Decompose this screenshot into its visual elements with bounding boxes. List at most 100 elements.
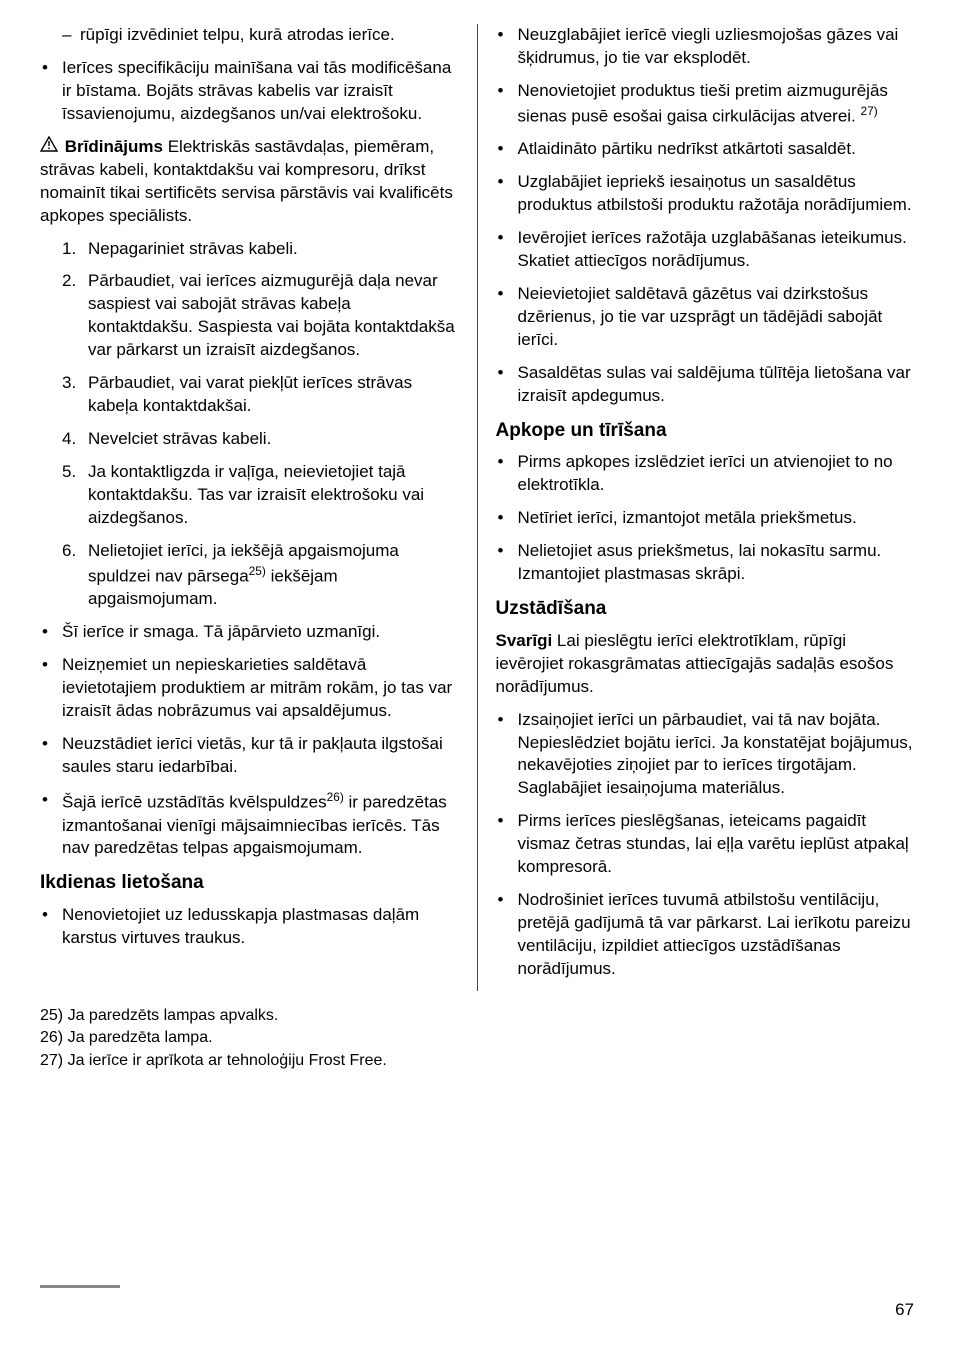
list-item: 6.Nelietojiet ierīci, ja iekšējā apgaism… <box>62 540 459 611</box>
list-text: Nelietojiet asus priekšmetus, lai nokasī… <box>518 540 915 586</box>
list-item: • Nodrošiniet ierīces tuvumā atbilstošu … <box>496 889 915 981</box>
list-text: Pārbaudiet, vai varat piekļūt ierīces st… <box>88 372 459 418</box>
list-item: 4.Nevelciet strāvas kabeli. <box>62 428 459 451</box>
list-item: • Izsaiņojiet ierīci un pārbaudiet, vai … <box>496 709 915 801</box>
list-text: Netīriet ierīci, izmantojot metāla priek… <box>518 507 915 530</box>
list-item: • Nelietojiet asus priekšmetus, lai noka… <box>496 540 915 586</box>
page-number: 67 <box>895 1299 914 1322</box>
list-item: • Netīriet ierīci, izmantojot metāla pri… <box>496 507 915 530</box>
list-item: • Ierīces specifikāciju mainīšana vai tā… <box>40 57 459 126</box>
list-text: Ierīces specifikāciju mainīšana vai tās … <box>62 57 459 126</box>
bullet-marker: • <box>496 24 518 70</box>
num-marker: 3. <box>62 372 88 418</box>
superscript: 27) <box>861 104 878 118</box>
divider <box>40 1285 120 1288</box>
list-item: • Pirms ierīces pieslēgšanas, ieteicams … <box>496 810 915 879</box>
list-text: Atlaidināto pārtiku nedrīkst atkārtoti s… <box>518 138 915 161</box>
list-text: Neievietojiet saldētavā gāzētus vai dzir… <box>518 283 915 352</box>
bullet-marker: • <box>40 654 62 723</box>
bullet-marker: • <box>496 171 518 217</box>
bullet-marker: • <box>496 810 518 879</box>
list-item: • Neizņemiet un nepieskarieties saldētav… <box>40 654 459 723</box>
list-item: • Nenovietojiet produktus tieši pretim a… <box>496 80 915 129</box>
list-text: Nelietojiet ierīci, ja iekšējā apgaismo­… <box>88 540 459 611</box>
bullet-marker: • <box>40 733 62 779</box>
text-part: Šajā ierīcē uzstādītās kvēlspuldzes <box>62 793 327 812</box>
num-marker: 2. <box>62 270 88 362</box>
list-item: • Atlaidināto pārtiku nedrīkst atkārtoti… <box>496 138 915 161</box>
list-text: Nenovietojiet uz ledusskapja plastmasas … <box>62 904 459 950</box>
list-item: • Šajā ierīcē uzstādītās kvēlspuldzes26)… <box>40 789 459 860</box>
bullet-marker: • <box>496 283 518 352</box>
list-text: Ievērojiet ierīces ražotāja uzglabāšanas… <box>518 227 915 273</box>
list-item: • Pirms apkopes izslēdziet ierīci un atv… <box>496 451 915 497</box>
bullet-marker: • <box>40 621 62 644</box>
num-marker: 1. <box>62 238 88 261</box>
list-text: Nenovietojiet produktus tieši pretim aiz… <box>518 80 915 129</box>
list-text: Nepagariniet strāvas kabeli. <box>88 238 459 261</box>
list-text: Pārbaudiet, vai ierīces aizmugurējā daļa… <box>88 270 459 362</box>
list-text: Šī ierīce ir smaga. Tā jāpārvieto uzmanī… <box>62 621 459 644</box>
num-marker: 4. <box>62 428 88 451</box>
bullet-marker: • <box>496 451 518 497</box>
bullet-marker: • <box>40 904 62 950</box>
num-marker: 5. <box>62 461 88 530</box>
important-label: Svarīgi <box>496 631 553 650</box>
list-text: Pirms apkopes izslēdziet ierīci un atvie… <box>518 451 915 497</box>
bullet-marker: • <box>496 138 518 161</box>
list-text: Šajā ierīcē uzstādītās kvēlspuldzes26) i… <box>62 789 459 860</box>
list-text: rūpīgi izvēdiniet telpu, kurā atrodas ie… <box>80 24 459 47</box>
list-text: Nevelciet strāvas kabeli. <box>88 428 459 451</box>
list-item: • Sasaldētas sulas vai saldējuma tūlītēj… <box>496 362 915 408</box>
bullet-marker: • <box>496 709 518 801</box>
list-item: • Šī ierīce ir smaga. Tā jāpārvieto uzma… <box>40 621 459 644</box>
superscript: 26) <box>327 790 344 804</box>
bullet-marker: • <box>496 227 518 273</box>
left-column: – rūpīgi izvēdiniet telpu, kurā atrodas … <box>40 24 477 991</box>
warning-text: Brīdinājums Elektriskās sastāvdaļas, pie… <box>40 137 453 225</box>
bullet-marker: • <box>496 80 518 129</box>
list-item: • Nenovietojiet uz ledusskapja plastmasa… <box>40 904 459 950</box>
list-text: Uzglabājiet iepriekš iesaiņotus un sasal… <box>518 171 915 217</box>
important-text: Lai pieslēgtu ierīci elektrotīklam, rūpī… <box>496 631 894 696</box>
list-item: 2.Pārbaudiet, vai ierīces aizmugurējā da… <box>62 270 459 362</box>
warning-block: Brīdinājums Elektriskās sastāvdaļas, pie… <box>40 136 459 228</box>
bullet-marker: • <box>496 540 518 586</box>
warning-label: Brīdinājums <box>65 137 163 156</box>
section-heading: Apkope un tīrīšana <box>496 418 915 444</box>
list-text: Ja kontaktligzda ir vaļīga, neievietojie… <box>88 461 459 530</box>
list-text: Pirms ierīces pieslēgšanas, ieteicams pa… <box>518 810 915 879</box>
section-heading: Uzstādīšana <box>496 596 915 622</box>
two-column-layout: – rūpīgi izvēdiniet telpu, kurā atrodas … <box>40 24 914 991</box>
list-text: Neuzstādiet ierīci vietās, kur tā ir pak… <box>62 733 459 779</box>
list-item: • Ievērojiet ierīces ražotāja uzglabāšan… <box>496 227 915 273</box>
footnotes: 25) Ja paredzēts lampas apvalks. 26) Ja … <box>40 1005 914 1072</box>
dash-marker: – <box>62 24 80 47</box>
list-text: Nodrošiniet ierīces tuvumā atbilstošu ve… <box>518 889 915 981</box>
right-column: • Neuzglabājiet ierīcē viegli uzliesmojo… <box>477 24 915 991</box>
list-text: Izsaiņojiet ierīci un pārbaudiet, vai tā… <box>518 709 915 801</box>
list-item: 3.Pārbaudiet, vai varat piekļūt ierīces … <box>62 372 459 418</box>
bullet-marker: • <box>496 889 518 981</box>
sub-list-item: – rūpīgi izvēdiniet telpu, kurā atrodas … <box>62 24 459 47</box>
footnote: 27) Ja ierīce ir aprīkota ar tehnoloģiju… <box>40 1050 914 1072</box>
numbered-list: 1.Nepagariniet strāvas kabeli. 2.Pārbaud… <box>62 238 459 612</box>
text-part: Nelietojiet ierīci, ja iekšējā apgaismo­… <box>88 541 399 586</box>
list-item: • Neievietojiet saldētavā gāzētus vai dz… <box>496 283 915 352</box>
warning-icon <box>40 136 60 159</box>
list-text: Neizņemiet un nepieskarieties saldētavā … <box>62 654 459 723</box>
list-item: 5.Ja kontaktligzda ir vaļīga, neievietoj… <box>62 461 459 530</box>
list-text: Sasaldētas sulas vai saldējuma tūlītēja … <box>518 362 915 408</box>
list-item: 1.Nepagariniet strāvas kabeli. <box>62 238 459 261</box>
footnote: 26) Ja paredzēta lampa. <box>40 1027 914 1049</box>
bullet-marker: • <box>496 507 518 530</box>
important-paragraph: Svarīgi Lai pieslēgtu ierīci elektrotīkl… <box>496 630 915 699</box>
section-heading: Ikdienas lietošana <box>40 870 459 896</box>
list-item: • Neuzstādiet ierīci vietās, kur tā ir p… <box>40 733 459 779</box>
list-text: Neuzglabājiet ierīcē viegli uzliesmojoša… <box>518 24 915 70</box>
list-item: • Uzglabājiet iepriekš iesaiņotus un sas… <box>496 171 915 217</box>
footnote: 25) Ja paredzēts lampas apvalks. <box>40 1005 914 1027</box>
bullet-marker: • <box>40 57 62 126</box>
superscript: 25) <box>249 564 266 578</box>
list-item: • Neuzglabājiet ierīcē viegli uzliesmojo… <box>496 24 915 70</box>
